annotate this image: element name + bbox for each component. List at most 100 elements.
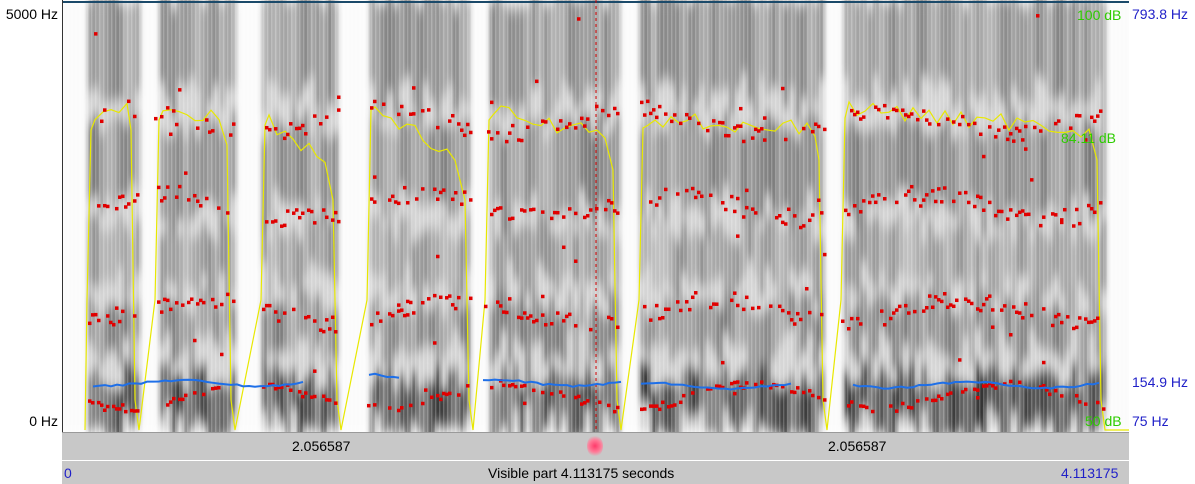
formant-point xyxy=(721,201,725,205)
formant-point xyxy=(580,402,584,406)
formant-point xyxy=(496,131,500,135)
formant-point xyxy=(787,207,791,212)
formant-point xyxy=(1057,119,1061,123)
formant-point xyxy=(289,122,293,126)
formant-point xyxy=(907,114,911,119)
formant-point xyxy=(793,390,797,395)
formant-point xyxy=(1087,203,1091,208)
formant-point xyxy=(1003,304,1007,308)
formant-point xyxy=(388,406,392,410)
formant-point xyxy=(583,124,587,128)
formant-point xyxy=(193,391,197,395)
formant-point xyxy=(946,305,950,310)
formant-point xyxy=(610,317,614,321)
formant-point xyxy=(979,132,983,137)
formant-point xyxy=(109,320,113,325)
formant-point xyxy=(784,137,788,142)
formant-point xyxy=(91,313,95,317)
formant-point xyxy=(523,401,527,406)
formant-point xyxy=(184,171,188,175)
formant-point xyxy=(190,297,194,301)
formant-point xyxy=(706,128,710,133)
formant-point xyxy=(328,327,332,331)
formant-point xyxy=(421,109,425,113)
formant-point xyxy=(445,296,449,300)
formant-point xyxy=(178,397,182,402)
formant-point xyxy=(373,403,377,407)
formant-point xyxy=(724,133,728,138)
formant-point xyxy=(691,391,695,395)
formant-point xyxy=(202,392,206,397)
formant-point xyxy=(799,317,803,322)
formant-point xyxy=(265,303,269,308)
formant-point xyxy=(886,116,890,120)
formant-point xyxy=(1042,383,1046,388)
formant-point xyxy=(817,124,821,129)
formant-point xyxy=(166,185,170,189)
formant-point xyxy=(859,404,863,408)
formant-point xyxy=(799,225,803,230)
formant-point xyxy=(106,204,110,209)
formant-point xyxy=(1006,217,1010,221)
formant-point xyxy=(859,210,863,214)
spectrogram-panel[interactable]: 100 dB 84.11 dB 50 dB xyxy=(62,0,1129,432)
formant-point xyxy=(676,300,680,304)
formant-point xyxy=(925,193,929,197)
formant-point xyxy=(1060,394,1064,398)
formant-point xyxy=(1093,319,1097,323)
formant-point xyxy=(265,220,269,224)
formant-point xyxy=(469,296,473,301)
formant-point xyxy=(469,198,473,202)
formant-point xyxy=(169,307,173,312)
formant-point xyxy=(925,118,929,122)
formant-point xyxy=(226,211,230,215)
formant-point xyxy=(973,121,977,126)
formant-point xyxy=(1015,126,1019,131)
formant-point xyxy=(274,310,278,314)
formant-point xyxy=(205,118,209,122)
frequency-axis-left: 5000 Hz 0 Hz xyxy=(0,0,62,432)
formant-point xyxy=(103,108,107,112)
formant-point xyxy=(910,112,914,116)
formant-point xyxy=(679,121,683,126)
formant-point xyxy=(460,128,464,132)
right-segment-duration[interactable]: 2.056587 xyxy=(828,438,887,454)
visible-part-bar[interactable]: 0 Visible part 4.113175 seconds 4.113175 xyxy=(62,460,1129,484)
formant-point xyxy=(220,302,224,307)
formant-point xyxy=(517,138,521,142)
cursor-marker-icon[interactable] xyxy=(587,435,603,457)
formant-point xyxy=(883,103,887,108)
formant-point xyxy=(127,99,131,104)
formant-point xyxy=(976,396,980,400)
formant-point xyxy=(511,383,515,387)
formant-point xyxy=(94,312,98,317)
formant-point xyxy=(166,106,170,110)
frequency-max-label: 5000 Hz xyxy=(5,6,58,22)
formant-point xyxy=(931,189,935,193)
formant-point xyxy=(550,392,554,396)
formant-point xyxy=(859,117,863,121)
formant-point xyxy=(457,122,461,126)
formant-point xyxy=(658,104,662,109)
formant-point xyxy=(136,193,140,197)
formant-point xyxy=(433,187,437,192)
selection-time-bar[interactable]: 2.056587 2.056587 xyxy=(62,432,1129,460)
formant-point xyxy=(409,403,413,408)
left-segment-duration[interactable]: 2.056587 xyxy=(292,438,351,454)
formant-point xyxy=(370,106,374,110)
formant-point xyxy=(655,115,659,120)
formant-point xyxy=(814,122,818,126)
formant-point xyxy=(688,116,692,120)
visible-part-caption[interactable]: Visible part 4.113175 seconds xyxy=(488,465,675,481)
formant-point xyxy=(445,392,449,397)
formant-point xyxy=(412,112,416,116)
formant-point xyxy=(397,112,401,117)
formant-point xyxy=(1000,209,1004,214)
formant-point xyxy=(1075,325,1079,330)
formant-point xyxy=(568,122,572,126)
formant-point xyxy=(322,329,326,334)
formant-point xyxy=(700,194,704,199)
formant-point xyxy=(130,408,134,413)
formant-point xyxy=(676,192,680,196)
formant-point xyxy=(514,384,518,389)
